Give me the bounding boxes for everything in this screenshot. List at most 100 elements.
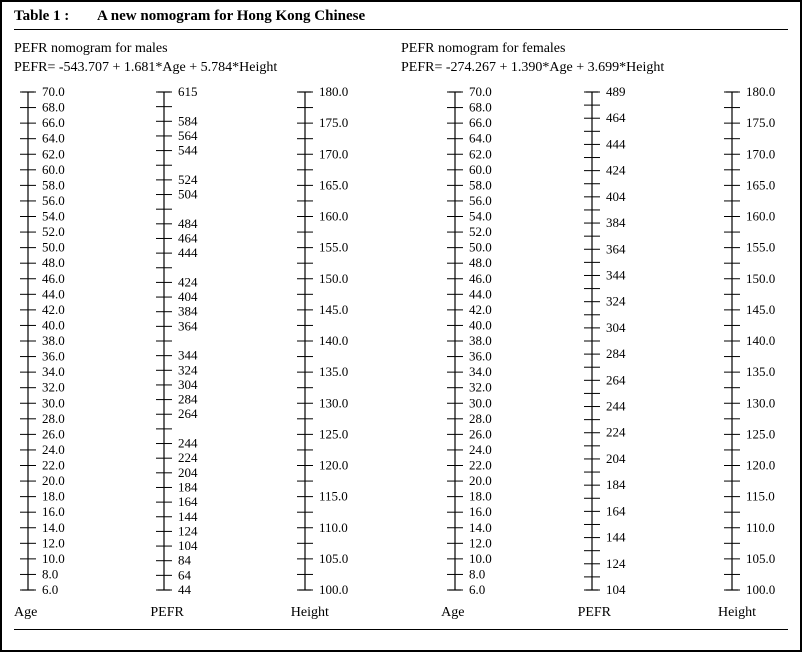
svg-text:404: 404 — [178, 289, 198, 304]
svg-text:464: 464 — [606, 110, 626, 125]
svg-text:444: 444 — [606, 136, 626, 151]
svg-text:32.0: 32.0 — [469, 379, 492, 394]
svg-text:484: 484 — [178, 216, 198, 231]
svg-text:62.0: 62.0 — [469, 146, 492, 161]
axis-label-males-age: Age — [14, 605, 70, 621]
svg-text:224: 224 — [606, 425, 626, 440]
svg-text:44.0: 44.0 — [42, 286, 65, 301]
svg-text:64.0: 64.0 — [469, 130, 492, 145]
svg-text:48.0: 48.0 — [42, 255, 65, 270]
svg-text:8.0: 8.0 — [42, 566, 58, 581]
scale-males-age: 70.068.066.064.062.060.058.056.054.052.0… — [14, 86, 70, 601]
svg-text:58.0: 58.0 — [469, 177, 492, 192]
svg-text:16.0: 16.0 — [42, 504, 65, 519]
svg-text:30.0: 30.0 — [42, 395, 65, 410]
svg-text:145.0: 145.0 — [319, 302, 348, 317]
svg-text:175.0: 175.0 — [746, 115, 775, 130]
svg-text:184: 184 — [606, 477, 626, 492]
svg-text:12.0: 12.0 — [42, 535, 65, 550]
svg-text:68.0: 68.0 — [42, 99, 65, 114]
svg-text:224: 224 — [178, 450, 198, 465]
svg-text:6.0: 6.0 — [469, 582, 485, 596]
svg-text:524: 524 — [178, 172, 198, 187]
svg-text:104: 104 — [178, 538, 198, 553]
svg-text:66.0: 66.0 — [42, 115, 65, 130]
svg-text:165.0: 165.0 — [746, 177, 775, 192]
axis-label-males-height: Height — [291, 605, 361, 621]
svg-text:12.0: 12.0 — [469, 535, 492, 550]
females-heading-line1: PEFR nomogram for females — [401, 40, 788, 59]
svg-text:50.0: 50.0 — [42, 239, 65, 254]
svg-text:28.0: 28.0 — [469, 411, 492, 426]
svg-text:464: 464 — [178, 230, 198, 245]
svg-text:120.0: 120.0 — [746, 457, 775, 472]
svg-text:56.0: 56.0 — [42, 193, 65, 208]
svg-text:150.0: 150.0 — [746, 271, 775, 286]
svg-text:64: 64 — [178, 567, 192, 582]
svg-text:28.0: 28.0 — [42, 411, 65, 426]
bottom-divider — [14, 629, 788, 630]
svg-text:26.0: 26.0 — [469, 426, 492, 441]
svg-text:155.0: 155.0 — [746, 239, 775, 254]
svg-text:504: 504 — [178, 186, 198, 201]
svg-text:60.0: 60.0 — [42, 162, 65, 177]
svg-text:115.0: 115.0 — [319, 488, 348, 503]
scale-females-pefr: 4894644444244043843643443243042842642442… — [578, 86, 638, 601]
svg-text:44: 44 — [178, 582, 192, 596]
scale-males-height: 180.0175.0170.0165.0160.0155.0150.0145.0… — [291, 86, 361, 601]
svg-text:130.0: 130.0 — [319, 395, 348, 410]
svg-text:140.0: 140.0 — [319, 333, 348, 348]
nomogram-table: Table 1 : A new nomogram for Hong Kong C… — [0, 0, 802, 652]
svg-text:110.0: 110.0 — [746, 520, 775, 535]
svg-text:384: 384 — [178, 303, 198, 318]
svg-text:125.0: 125.0 — [319, 426, 348, 441]
svg-text:34.0: 34.0 — [42, 364, 65, 379]
svg-text:70.0: 70.0 — [42, 86, 65, 99]
svg-text:184: 184 — [178, 479, 198, 494]
svg-text:324: 324 — [178, 362, 198, 377]
svg-text:105.0: 105.0 — [319, 551, 348, 566]
svg-text:364: 364 — [178, 318, 198, 333]
svg-text:36.0: 36.0 — [42, 348, 65, 363]
svg-text:170.0: 170.0 — [319, 146, 348, 161]
svg-text:18.0: 18.0 — [469, 488, 492, 503]
svg-text:150.0: 150.0 — [319, 271, 348, 286]
svg-text:42.0: 42.0 — [469, 302, 492, 317]
svg-text:564: 564 — [178, 128, 198, 143]
svg-text:284: 284 — [178, 391, 198, 406]
svg-text:135.0: 135.0 — [746, 364, 775, 379]
svg-text:180.0: 180.0 — [319, 86, 348, 99]
svg-text:144: 144 — [606, 529, 626, 544]
svg-text:204: 204 — [606, 451, 626, 466]
svg-text:125.0: 125.0 — [746, 426, 775, 441]
subheaders: PEFR nomogram for males PEFR= -543.707 +… — [2, 30, 800, 78]
svg-text:304: 304 — [606, 320, 626, 335]
svg-text:52.0: 52.0 — [42, 224, 65, 239]
svg-text:58.0: 58.0 — [42, 177, 65, 192]
svg-text:52.0: 52.0 — [469, 224, 492, 239]
svg-text:180.0: 180.0 — [746, 86, 775, 99]
svg-text:14.0: 14.0 — [469, 520, 492, 535]
scales-row: 70.068.066.064.062.060.058.056.054.052.0… — [14, 86, 788, 601]
svg-text:384: 384 — [606, 215, 626, 230]
svg-text:68.0: 68.0 — [469, 99, 492, 114]
svg-text:60.0: 60.0 — [469, 162, 492, 177]
svg-text:10.0: 10.0 — [469, 551, 492, 566]
svg-text:244: 244 — [178, 435, 198, 450]
svg-text:34.0: 34.0 — [469, 364, 492, 379]
svg-text:244: 244 — [606, 398, 626, 413]
svg-text:48.0: 48.0 — [469, 255, 492, 270]
svg-text:264: 264 — [606, 372, 626, 387]
nomogram-area: 70.068.066.064.062.060.058.056.054.052.0… — [14, 86, 788, 621]
scale-females-height: 180.0175.0170.0165.0160.0155.0150.0145.0… — [718, 86, 788, 601]
svg-text:364: 364 — [606, 241, 626, 256]
svg-text:175.0: 175.0 — [319, 115, 348, 130]
svg-text:100.0: 100.0 — [319, 582, 348, 596]
svg-text:424: 424 — [606, 162, 626, 177]
svg-text:54.0: 54.0 — [42, 208, 65, 223]
svg-text:38.0: 38.0 — [469, 333, 492, 348]
males-heading: PEFR nomogram for males PEFR= -543.707 +… — [14, 40, 401, 78]
svg-text:304: 304 — [178, 377, 198, 392]
svg-text:544: 544 — [178, 142, 198, 157]
svg-text:30.0: 30.0 — [469, 395, 492, 410]
